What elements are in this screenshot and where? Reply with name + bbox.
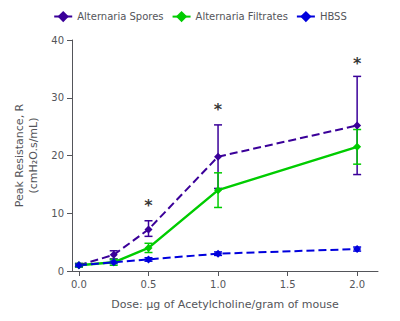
svg-text:0: 0 [58, 266, 64, 277]
svg-text:30: 30 [51, 92, 64, 103]
svg-text:10: 10 [51, 208, 64, 219]
svg-text:0.0: 0.0 [71, 279, 87, 290]
svg-text:Alternaria Filtrates: Alternaria Filtrates [196, 11, 288, 22]
svg-text:*: * [144, 196, 153, 215]
svg-text:(cmH₂O.s/mL): (cmH₂O.s/mL) [27, 117, 40, 193]
svg-text:1.5: 1.5 [280, 279, 296, 290]
svg-text:HBSS: HBSS [320, 11, 347, 22]
svg-text:Alternaria Spores: Alternaria Spores [77, 11, 163, 22]
svg-text:2.0: 2.0 [349, 279, 365, 290]
svg-text:1.0: 1.0 [210, 279, 226, 290]
svg-text:*: * [214, 100, 223, 119]
svg-text:0.5: 0.5 [141, 279, 157, 290]
svg-text:40: 40 [51, 35, 64, 46]
svg-text:20: 20 [51, 150, 64, 161]
svg-text:*: * [353, 54, 362, 73]
svg-text:Dose: μg of Acetylcholine/gram: Dose: μg of Acetylcholine/gram of mouse [111, 298, 339, 311]
svg-text:Peak Resistance, R: Peak Resistance, R [13, 103, 26, 207]
